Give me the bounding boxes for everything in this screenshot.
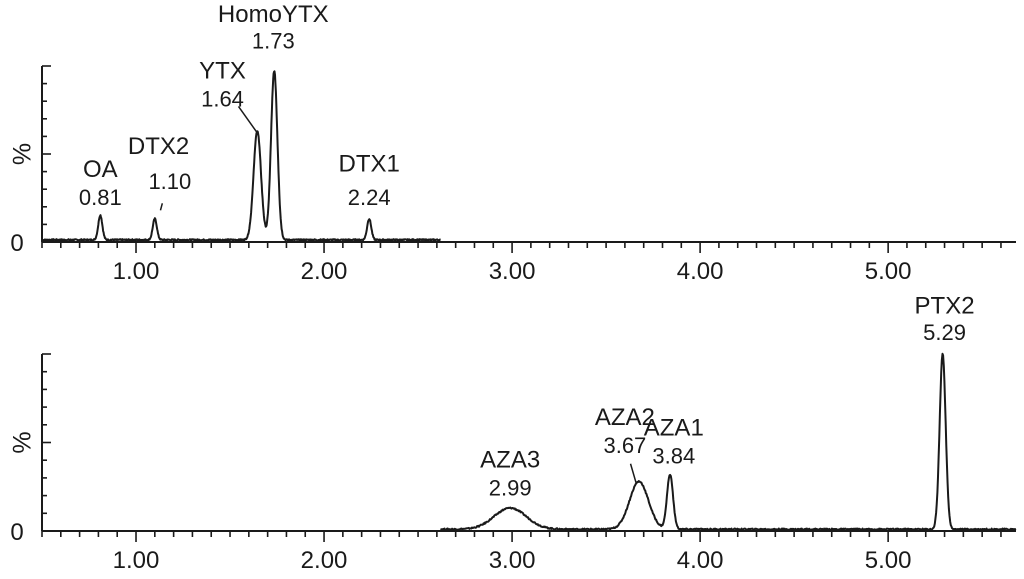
peak-label-aza1: AZA1 [644, 414, 704, 441]
peak-label-aza3: AZA3 [480, 446, 540, 473]
leader-line-dtx2 [159, 203, 164, 211]
x-tick-label: 4.00 [677, 547, 724, 574]
leader-line-aza2 [629, 463, 637, 484]
peak-rt-ptx2: 5.29 [923, 320, 966, 345]
leader-line-ytx [237, 106, 258, 134]
x-tick-label: 1.00 [113, 547, 160, 574]
peak-label-homoytx: HomoYTX [218, 1, 329, 28]
x-tick-label: 3.00 [489, 258, 536, 285]
x-tick-label: 2.00 [301, 547, 348, 574]
x-tick-label: 3.00 [489, 547, 536, 574]
peak-rt-dtx1: 2.24 [348, 185, 391, 210]
peak-label-dtx2: DTX2 [128, 133, 189, 160]
x-tick-label: 2.00 [301, 258, 348, 285]
y-zero-label: 0 [10, 519, 23, 546]
y-axis-label: % [9, 431, 37, 453]
y-zero-label: 0 [10, 230, 23, 257]
peak-label-oa: OA [83, 156, 118, 183]
peak-rt-aza3: 2.99 [489, 476, 532, 501]
chromatogram-trace [41, 70, 442, 242]
peak-label-dtx1: DTX1 [338, 151, 399, 178]
peak-rt-aza1: 3.84 [652, 444, 695, 469]
x-tick-label: 5.00 [865, 547, 912, 574]
peak-label-ytx: YTX [199, 57, 246, 84]
peak-label-aza2: AZA2 [595, 404, 655, 431]
x-tick-label: 5.00 [865, 258, 912, 285]
peak-rt-homoytx: 1.73 [252, 28, 295, 53]
peak-rt-ytx: 1.64 [201, 86, 244, 111]
peak-rt-aza2: 3.67 [603, 433, 646, 458]
chromatogram-trace [439, 352, 1017, 531]
peak-label-ptx2: PTX2 [915, 292, 975, 319]
x-tick-label: 1.00 [113, 258, 160, 285]
y-axis-label: % [9, 143, 37, 165]
peak-rt-oa: 0.81 [79, 185, 122, 210]
x-tick-label: 4.00 [677, 258, 724, 285]
peak-rt-dtx2: 1.10 [148, 169, 191, 194]
bottom-panel: % 0 1.00 2.00 3.00 4.00 5.00 AZA3 2.99 AZA23.67AZ… [9, 292, 1017, 574]
